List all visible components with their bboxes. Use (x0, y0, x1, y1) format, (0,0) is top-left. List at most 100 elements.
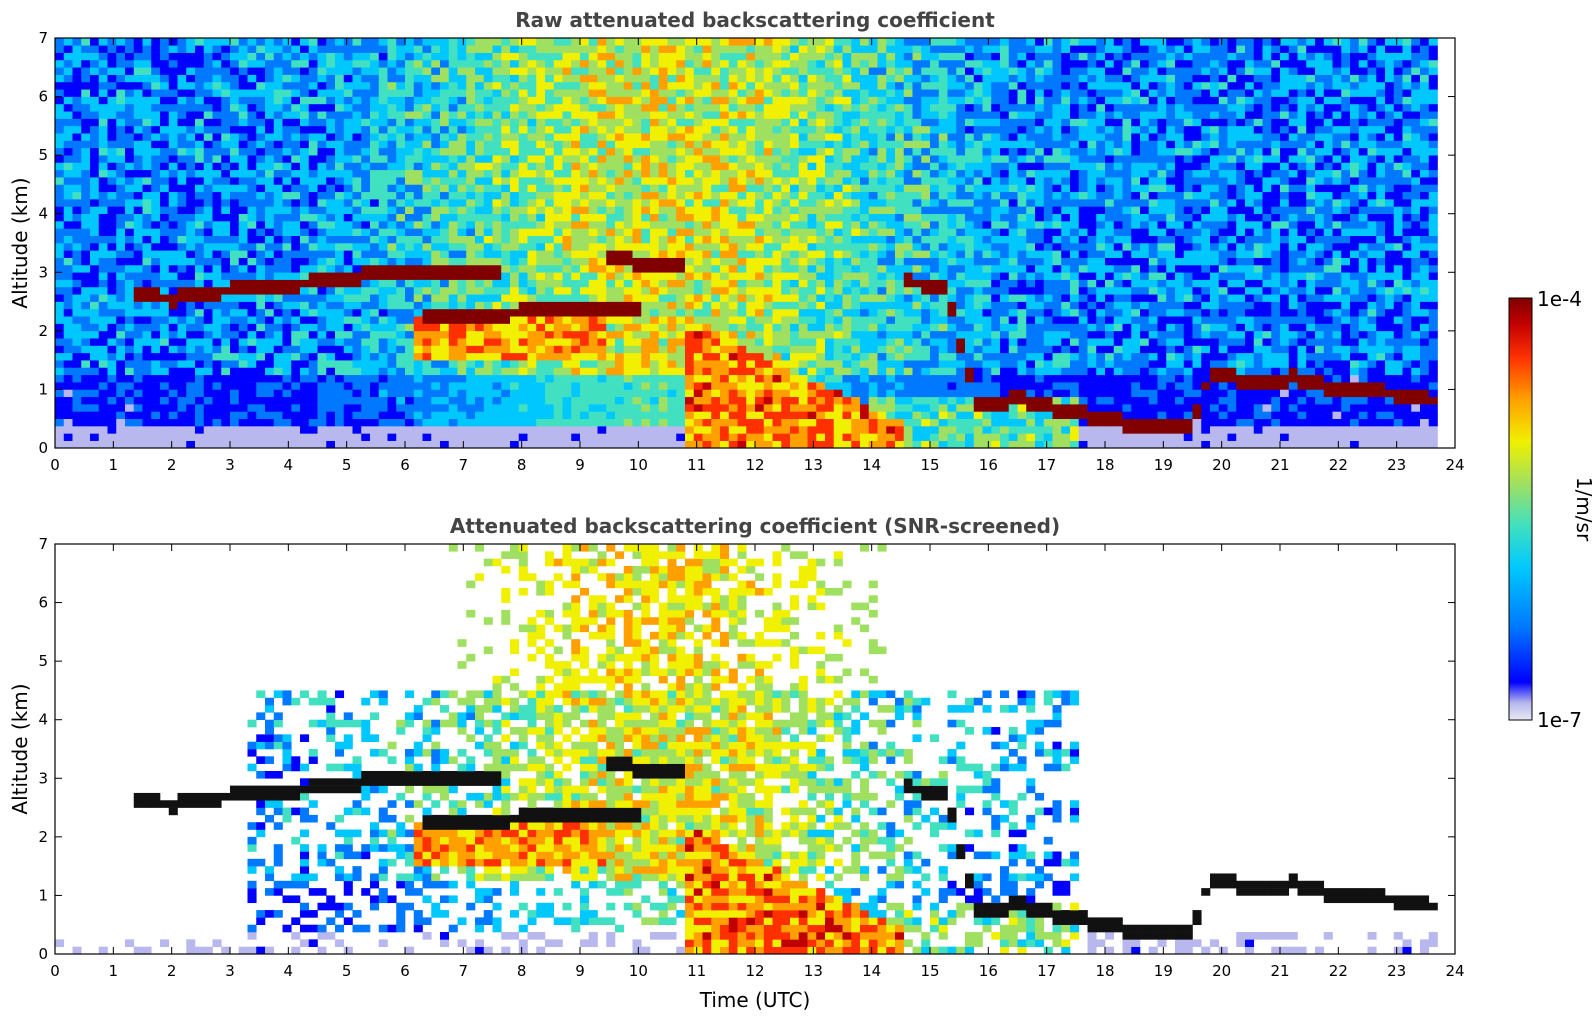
heatmap-cell (632, 59, 642, 68)
heatmap-cell (396, 118, 406, 127)
heatmap-cell (781, 389, 791, 398)
heatmap-cell (265, 279, 275, 288)
heatmap-cell (431, 308, 441, 317)
heatmap-cell (308, 243, 318, 251)
heatmap-cell (676, 118, 686, 127)
heatmap-cell (510, 294, 520, 302)
heatmap-cell (580, 433, 590, 441)
heatmap-cell (116, 206, 126, 215)
heatmap-cell (510, 155, 520, 163)
heatmap-cell (790, 103, 800, 112)
heatmap-cell (72, 389, 82, 398)
heatmap-cell (781, 411, 791, 420)
heatmap-cell (615, 169, 625, 178)
heatmap-cell (387, 389, 397, 398)
heatmap-cell (798, 396, 808, 405)
heatmap-cell (195, 162, 205, 171)
heatmap-cell (238, 38, 248, 46)
heatmap-cell (317, 440, 327, 449)
heatmap-cell (588, 404, 598, 412)
heatmap-cell (457, 308, 467, 317)
heatmap-cell (308, 316, 318, 324)
heatmap-cell (308, 221, 318, 229)
heatmap-cell (212, 301, 222, 310)
heatmap-cell (203, 169, 213, 178)
heatmap-cell (711, 206, 721, 215)
heatmap-cell (527, 67, 537, 75)
heatmap-cell (737, 111, 747, 119)
heatmap-cell (667, 162, 677, 171)
heatmap-cell (300, 323, 310, 332)
heatmap-cell (746, 330, 756, 339)
heatmap-cell (606, 279, 616, 288)
heatmap-cell (667, 59, 677, 68)
heatmap-cell (142, 213, 152, 222)
heatmap-cell (133, 433, 143, 441)
heatmap-cell (475, 382, 485, 390)
heatmap-cell (580, 81, 590, 90)
heatmap-cell (177, 426, 187, 434)
heatmap-cell (142, 250, 152, 258)
heatmap-cell (90, 177, 100, 185)
heatmap-cell (431, 272, 441, 280)
heatmap-cell (641, 52, 651, 61)
heatmap-cell (676, 243, 686, 251)
heatmap-cell (116, 235, 126, 244)
heatmap-cell (116, 191, 126, 200)
heatmap-cell (177, 162, 187, 171)
heatmap-cell (55, 133, 65, 141)
heatmap-cell (195, 45, 205, 53)
heatmap-cell (816, 301, 826, 310)
heatmap-cell (466, 382, 476, 390)
heatmap-cell (545, 382, 555, 390)
heatmap-cell (370, 191, 380, 200)
heatmap-cell (798, 286, 808, 295)
heatmap-cell (772, 345, 782, 354)
heatmap-cell (361, 360, 371, 368)
heatmap-cell (160, 374, 170, 383)
heatmap-cell (641, 396, 651, 405)
heatmap-cell (63, 440, 73, 449)
heatmap-cell (650, 140, 660, 149)
heatmap-cell (606, 286, 616, 295)
heatmap-cell (693, 294, 703, 302)
heatmap-cell (186, 155, 196, 163)
heatmap-cell (160, 191, 170, 200)
heatmap-cell (807, 162, 817, 171)
heatmap-cell (457, 257, 467, 266)
heatmap-cell (615, 67, 625, 75)
heatmap-cell (212, 264, 222, 273)
heatmap-cell (361, 279, 371, 288)
heatmap-cell (685, 221, 695, 229)
heatmap-cell (308, 140, 318, 149)
heatmap-cell (588, 89, 598, 97)
heatmap-cell (641, 74, 651, 83)
heatmap-cell (405, 308, 415, 317)
heatmap-cell (238, 411, 248, 420)
heatmap-cell (475, 418, 485, 427)
heatmap-cell (667, 294, 677, 302)
heatmap-cell (457, 345, 467, 354)
heatmap-cell (55, 221, 65, 229)
heatmap-cell (177, 250, 187, 258)
heatmap-cell (308, 45, 318, 53)
heatmap-cell (685, 396, 695, 405)
heatmap-cell (265, 191, 275, 200)
heatmap-cell (133, 323, 143, 332)
heatmap-cell (658, 411, 668, 420)
heatmap-cell (466, 360, 476, 368)
heatmap-cell (107, 338, 117, 346)
heatmap-cell (422, 374, 432, 383)
heatmap-cell (238, 74, 248, 83)
heatmap-cell (256, 133, 266, 141)
heatmap-cell (755, 389, 765, 398)
heatmap-cell (763, 162, 773, 171)
heatmap-cell (623, 294, 633, 302)
heatmap-cell (755, 257, 765, 266)
heatmap-cell (72, 316, 82, 324)
heatmap-cell (781, 352, 791, 361)
heatmap-cell (238, 133, 248, 141)
heatmap-cell (90, 396, 100, 405)
heatmap-cell (693, 426, 703, 434)
heatmap-cell (291, 52, 301, 61)
